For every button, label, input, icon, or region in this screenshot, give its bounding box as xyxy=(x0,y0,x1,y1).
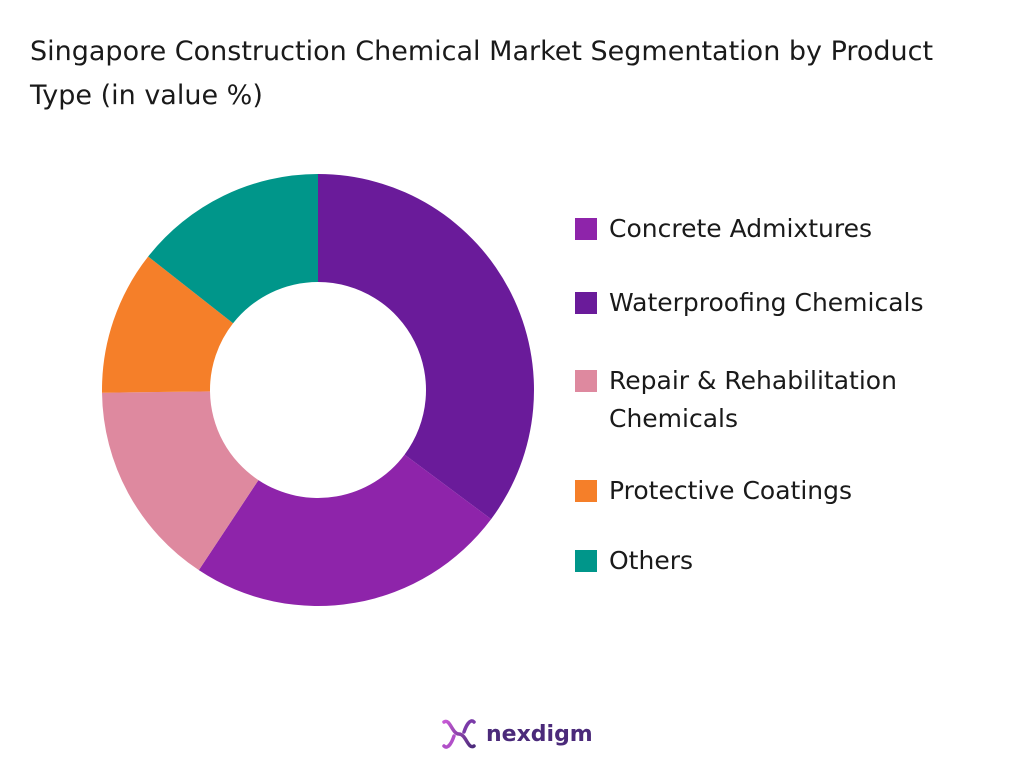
donut-slices xyxy=(102,174,534,606)
chart-legend: Concrete Admixtures Waterproofing Chemic… xyxy=(575,0,1015,768)
brand-logo: nexdigm xyxy=(440,714,593,754)
legend-item-repair-rehabilitation-chemicals: Repair & Rehabilitation Chemicals xyxy=(575,366,935,438)
legend-label-repair-rehabilitation-chemicals: Repair & Rehabilitation Chemicals xyxy=(609,366,897,433)
legend-label-others: Others xyxy=(609,546,694,575)
legend-swatch-waterproofing-chemicals xyxy=(575,292,597,314)
chart-title: Singapore Construction Chemical Market S… xyxy=(30,36,934,111)
nexdigm-logo-icon xyxy=(442,719,476,749)
legend-item-waterproofing-chemicals: Waterproofing Chemicals xyxy=(575,288,924,322)
slice-concrete-admixtures xyxy=(198,454,492,606)
legend-item-others: Others xyxy=(575,546,693,580)
legend-label-concrete-admixtures: Concrete Admixtures xyxy=(609,214,872,243)
legend-label-waterproofing-chemicals: Waterproofing Chemicals xyxy=(609,288,924,317)
legend-swatch-concrete-admixtures xyxy=(575,218,597,240)
slice-repair-rehabilitation-chemicals xyxy=(102,391,259,571)
legend-label-protective-coatings: Protective Coatings xyxy=(609,476,853,505)
legend-item-protective-coatings: Protective Coatings xyxy=(575,476,852,510)
brand-name: nexdigm xyxy=(486,721,593,747)
legend-item-concrete-admixtures: Concrete Admixtures xyxy=(575,214,872,248)
slice-protective-coatings xyxy=(102,256,234,393)
slice-waterproofing-chemicals xyxy=(318,174,534,520)
legend-swatch-protective-coatings xyxy=(575,480,597,502)
slice-others xyxy=(148,174,318,324)
legend-swatch-others xyxy=(575,550,597,572)
legend-swatch-repair-rehabilitation-chemicals xyxy=(575,370,597,392)
